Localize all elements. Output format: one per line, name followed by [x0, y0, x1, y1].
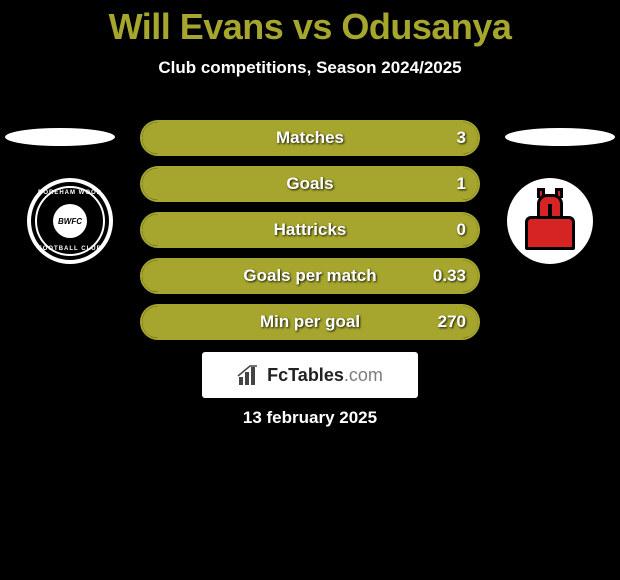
stat-row: Min per goal 270: [140, 304, 480, 340]
stat-label: Hattricks: [274, 220, 347, 240]
page-subtitle: Club competitions, Season 2024/2025: [0, 58, 620, 78]
stat-label: Goals: [286, 174, 333, 194]
stat-right-value: 0.33: [433, 266, 466, 286]
stat-right-value: 1: [457, 174, 466, 194]
bar-chart-icon: [237, 365, 261, 385]
footer-date: 13 february 2025: [0, 408, 620, 428]
stat-row: Matches 3: [140, 120, 480, 156]
footer-logo-brand: FcTables: [267, 365, 344, 385]
left-badge-center: BWFC: [53, 204, 87, 238]
right-ellipse: [505, 128, 615, 146]
stat-label: Goals per match: [243, 266, 376, 286]
stat-row: Goals per match 0.33: [140, 258, 480, 294]
stat-right-value: 3: [457, 128, 466, 148]
footer-logo-suffix: .com: [344, 365, 383, 385]
stat-right-value: 0: [457, 220, 466, 240]
stat-label: Matches: [276, 128, 344, 148]
stat-right-value: 270: [438, 312, 466, 332]
left-ellipse: [5, 128, 115, 146]
stat-row: Hattricks 0: [140, 212, 480, 248]
left-badge-ring-top: BOREHAM WOOD: [38, 190, 102, 196]
left-badge-ring-bottom: FOOTBALL CLUB: [38, 246, 102, 252]
footer-logo: FcTables.com: [202, 352, 418, 398]
stat-label: Min per goal: [260, 312, 360, 332]
page-title: Will Evans vs Odusanya: [0, 0, 620, 48]
stat-row: Goals 1: [140, 166, 480, 202]
left-club-badge: BOREHAM WOOD BWFC FOOTBALL CLUB: [27, 178, 113, 264]
footer-logo-text: FcTables.com: [267, 365, 383, 386]
stats-panel: Matches 3 Goals 1 Hattricks 0 Goals per match 0…: [140, 120, 480, 350]
right-club-badge: [507, 178, 593, 264]
